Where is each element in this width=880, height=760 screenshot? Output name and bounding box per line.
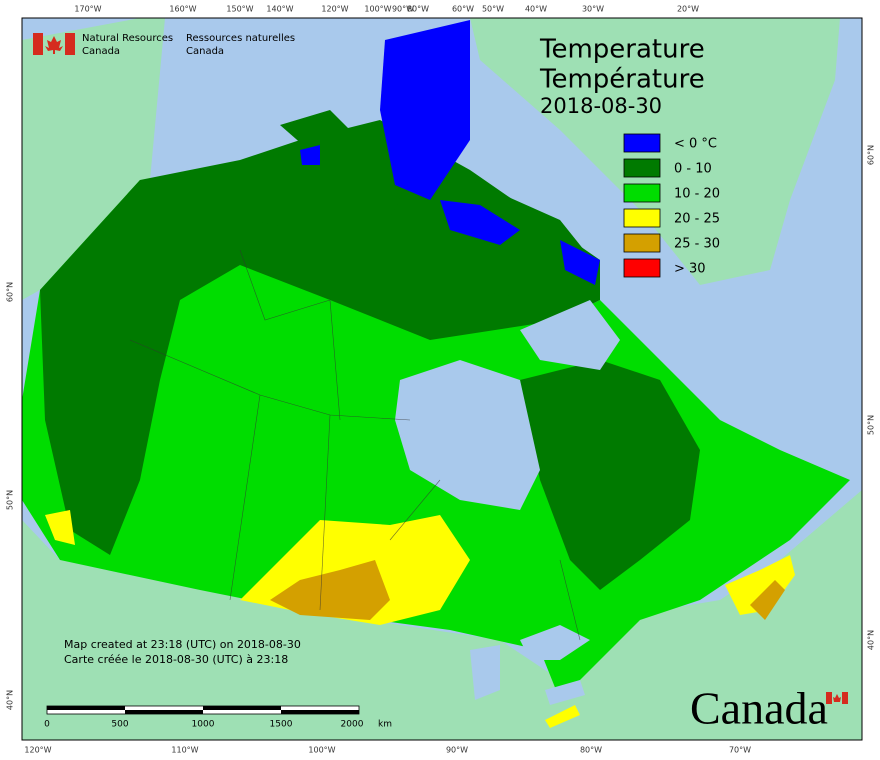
graticule-label: 100°W: [308, 746, 335, 755]
title: Température: [539, 65, 705, 95]
map-area: [22, 18, 862, 740]
graticule-label: 60°N: [6, 282, 15, 302]
org-name-fr: Ressources naturelles: [186, 33, 295, 44]
legend-swatch: [623, 158, 661, 178]
wordmark: Canada: [690, 683, 828, 734]
frame: [21, 17, 863, 741]
graticule-label: 60°N: [867, 145, 876, 165]
scale-unit: km: [378, 720, 392, 730]
graticule-label: 140°W: [266, 5, 293, 14]
legend-label: > 30: [674, 262, 706, 277]
graticule-label: 40°N: [867, 630, 876, 650]
scale-label: 1500: [270, 720, 293, 730]
scale-label: 0: [44, 720, 50, 730]
legend-swatch: [623, 183, 661, 203]
graticule-label: 150°W: [226, 5, 253, 14]
legend-label: 20 - 25: [674, 212, 720, 227]
title: Temperature: [539, 35, 705, 65]
graticule-label: 50°N: [867, 415, 876, 435]
graticule-label: 50°N: [6, 490, 15, 510]
org-name-en: Canada: [82, 46, 120, 57]
graticule-label: 120°W: [321, 5, 348, 14]
legend-label: 0 - 10: [674, 162, 712, 177]
graticule-label: 80°W: [407, 5, 429, 14]
graticule-label: 90°W: [446, 746, 468, 755]
graticule-label: 30°W: [582, 5, 604, 14]
logo: [33, 33, 75, 55]
wordmark-flag: [826, 692, 848, 704]
org-name-en: Natural Resources: [82, 33, 173, 44]
graticule-label: 90°W: [392, 5, 414, 14]
scale-bar: [46, 705, 360, 715]
legend-swatch: [623, 258, 661, 278]
graticule-label: 110°W: [171, 746, 198, 755]
graticule-label: 60°W: [452, 5, 474, 14]
legend-label: < 0 °C: [674, 137, 717, 152]
graticule-label: 40°N: [6, 690, 15, 710]
scale-label: 1000: [192, 720, 215, 730]
legend-label: 10 - 20: [674, 187, 720, 202]
org-name-fr: Canada: [186, 46, 224, 57]
scale-label: 500: [111, 720, 128, 730]
note: Carte créée le 2018-08-30 (UTC) à 23:18: [64, 653, 288, 666]
graticule-label: 40°W: [525, 5, 547, 14]
graticule-label: 170°W: [74, 5, 101, 14]
legend-swatch: [623, 208, 661, 228]
legend-swatch: [623, 233, 661, 253]
legend-swatch: [623, 133, 661, 153]
scale-label: 2000: [341, 720, 364, 730]
graticule-label: 50°W: [482, 5, 504, 14]
graticule-label: 80°W: [580, 746, 602, 755]
title: 2018-08-30: [540, 94, 662, 118]
note: Map created at 23:18 (UTC) on 2018-08-30: [64, 638, 301, 651]
legend-label: 25 - 30: [674, 237, 720, 252]
graticule-label: 70°W: [729, 746, 751, 755]
graticule-label: 100°W: [364, 5, 391, 14]
graticule-label: 160°W: [169, 5, 196, 14]
graticule-label: 20°W: [677, 5, 699, 14]
graticule-label: 120°W: [24, 746, 51, 755]
